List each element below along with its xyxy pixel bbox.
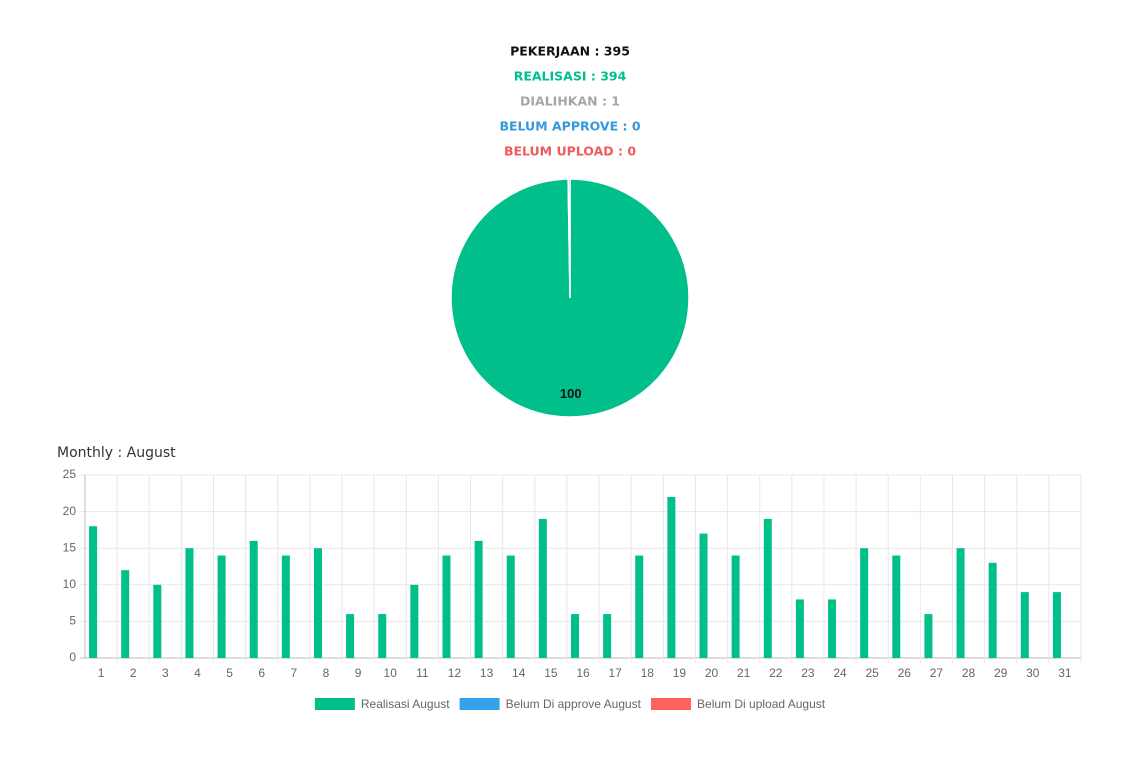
bar (313, 548, 322, 658)
x-tick-label: 13 (480, 666, 494, 680)
y-tick-label: 20 (63, 504, 77, 518)
summary-line: PEKERJAAN : 395 (510, 44, 630, 59)
bar (924, 614, 933, 658)
x-tick-label: 11 (416, 666, 429, 680)
x-tick-label: 22 (769, 666, 783, 680)
slice-label: 100 (560, 386, 582, 401)
bar (153, 584, 162, 658)
x-tick-label: 27 (930, 666, 944, 680)
x-tick-label: 26 (898, 666, 912, 680)
y-tick-label: 10 (63, 577, 77, 591)
x-tick-label: 12 (448, 666, 462, 680)
x-tick-label: 4 (194, 666, 201, 680)
bar (731, 555, 740, 658)
bar (635, 555, 644, 658)
y-tick-label: 0 (69, 650, 76, 664)
bar (763, 518, 772, 658)
y-tick-label: 25 (63, 467, 77, 481)
bar (988, 562, 997, 658)
x-tick-label: 3 (162, 666, 169, 680)
legend-label: Belum Di approve August (506, 697, 642, 711)
y-tick-label: 5 (69, 614, 76, 628)
legend-swatch (459, 698, 500, 710)
x-tick-label: 25 (865, 666, 879, 680)
x-tick-label: 18 (641, 666, 655, 680)
x-tick-label: 6 (258, 666, 265, 680)
bar (378, 614, 387, 658)
bar (89, 526, 98, 658)
bar (506, 555, 515, 658)
x-tick-label: 28 (962, 666, 976, 680)
bar (249, 540, 258, 658)
bar (699, 533, 708, 658)
x-tick-label: 7 (290, 666, 297, 680)
y-tick-label: 15 (63, 540, 77, 554)
x-tick-label: 5 (226, 666, 233, 680)
summary-line: BELUM UPLOAD : 0 (504, 144, 636, 159)
bar (121, 570, 130, 658)
x-tick-label: 15 (544, 666, 558, 680)
x-tick-label: 19 (673, 666, 687, 680)
x-tick-label: 23 (801, 666, 815, 680)
pie-slice (567, 178, 571, 299)
chart-title: Monthly : August (57, 445, 176, 461)
legend-label: Belum Di upload August (697, 697, 826, 711)
summary-line: BELUM APPROVE : 0 (499, 119, 640, 134)
bar (571, 614, 579, 658)
x-tick-label: 16 (576, 666, 590, 680)
x-tick-label: 24 (833, 666, 847, 680)
x-tick-label: 1 (98, 666, 105, 680)
bar (892, 555, 901, 658)
bar (603, 614, 612, 658)
bar (474, 540, 483, 658)
bar (410, 584, 419, 658)
x-tick-label: 31 (1058, 666, 1072, 680)
x-tick-label: 29 (994, 666, 1008, 680)
summary-line: DIALIHKAN : 1 (520, 94, 620, 109)
bar (667, 496, 676, 658)
bar (1052, 592, 1061, 658)
bar (860, 548, 869, 658)
bar (185, 548, 194, 658)
summary-line: REALISASI : 394 (514, 69, 627, 84)
bar (956, 548, 965, 658)
bar (442, 555, 451, 658)
x-tick-label: 8 (323, 666, 330, 680)
bar (346, 614, 355, 658)
x-tick-label: 30 (1026, 666, 1040, 680)
bar (795, 599, 804, 658)
bar (217, 555, 226, 658)
x-tick-label: 14 (512, 666, 526, 680)
legend-swatch (314, 698, 355, 710)
x-tick-label: 21 (737, 666, 751, 680)
x-tick-label: 2 (130, 666, 137, 680)
x-tick-label: 20 (705, 666, 719, 680)
x-tick-label: 9 (355, 666, 362, 680)
x-tick-label: 17 (608, 666, 622, 680)
bar (1020, 592, 1029, 658)
legend-label: Realisasi August (361, 697, 450, 711)
x-tick-label: 10 (384, 666, 398, 680)
bar (281, 555, 290, 658)
bar (828, 599, 837, 658)
legend-swatch (651, 698, 692, 710)
bar (538, 518, 547, 658)
